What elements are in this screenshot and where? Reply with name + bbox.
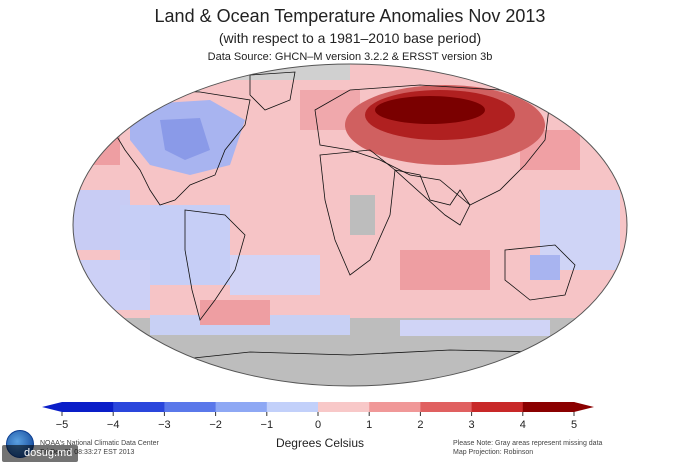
colorbar-unit-label: Degrees Celsius <box>275 436 365 450</box>
colorbar-cell <box>522 402 575 412</box>
colorbar-tick-label: 4 <box>520 419 526 431</box>
footer-left-line-2: Fri Dec 20 08:33:27 EST 2013 <box>40 449 135 456</box>
colorbar-cell <box>164 402 217 412</box>
map-subtitle: (with respect to a 1981–2010 base period… <box>218 30 482 46</box>
colorbar-cell <box>369 402 421 412</box>
colorbar-cell <box>266 402 319 412</box>
colorbar-tick-label: 2 <box>417 419 423 431</box>
footer-right-line-2: Map Projection: Robinson <box>453 449 534 456</box>
colorbar-tick-label: 0 <box>315 419 321 431</box>
colorbar-tick-label: 5 <box>571 419 577 431</box>
colorbar-ticks: −5 −4 −3 −2 −1 0 1 2 3 4 5 <box>56 412 577 431</box>
colorbar-cell <box>420 402 473 412</box>
colorbar-tick-label: 1 <box>366 419 372 431</box>
footer-left: NOAA's National Climatic Data Center Fri… <box>40 439 159 457</box>
colorbar-cell <box>318 402 370 412</box>
data-source: Data Source: GHCN–M version 3.2.2 & ERSS… <box>207 51 493 63</box>
colorbar-tick-label: 3 <box>469 419 475 431</box>
colorbar-arrow-right <box>574 402 594 412</box>
watermark: dosug.md <box>2 445 79 462</box>
colorbar-tick-label: −3 <box>158 419 171 431</box>
colorbar-tick-label: −1 <box>261 419 274 431</box>
footer-left-line-1: NOAA's National Climatic Data Center <box>40 440 159 447</box>
colorbar-tick-label: −4 <box>107 419 120 431</box>
colorbar-tick-label: −5 <box>56 419 69 431</box>
colorbar-arrow-left <box>42 402 62 412</box>
map-title: Land & Ocean Temperature Anomalies Nov 2… <box>154 6 546 26</box>
colorbar-cell <box>113 402 165 412</box>
colorbar-cell <box>62 402 114 412</box>
colorbar-cells <box>42 402 594 412</box>
colorbar-cell <box>215 402 268 412</box>
footer-right-line-1: Please Note: Gray areas represent missin… <box>453 440 603 447</box>
colorbar-cell <box>471 402 524 412</box>
map-outline <box>72 63 628 387</box>
colorbar-tick-label: −2 <box>209 419 222 431</box>
footer-right: Please Note: Gray areas represent missin… <box>453 439 602 457</box>
